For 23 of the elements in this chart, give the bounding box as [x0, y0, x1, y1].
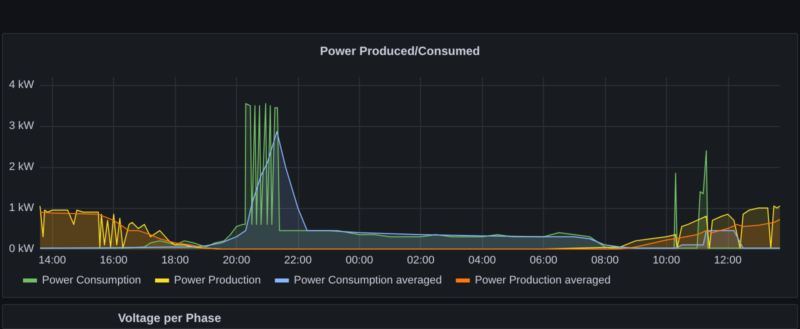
- legend-label: Power Consumption: [42, 274, 142, 286]
- x-tick-label: 18:00: [161, 254, 189, 266]
- x-tick-label: 08:00: [591, 254, 619, 266]
- x-tick-label: 14:00: [38, 254, 66, 266]
- legend-label: Power Production averaged: [474, 274, 611, 286]
- x-tick-label: 00:00: [346, 254, 374, 266]
- x-tick-label: 16:00: [100, 254, 128, 266]
- chart-title: Power Produced/Consumed: [320, 44, 480, 58]
- text: Voltage per Phase: [118, 311, 222, 325]
- x-tick-label: 02:00: [406, 254, 435, 266]
- y-tick-label: 3 kW: [8, 120, 35, 132]
- x-tick-label: 04:00: [468, 254, 496, 266]
- y-tick-label: 0 kW: [8, 243, 35, 255]
- x-tick-label: 06:00: [530, 254, 558, 266]
- x-tick-label: 20:00: [222, 254, 250, 266]
- x-tick-label: 10:00: [652, 254, 680, 266]
- x-tick-label: 22:00: [284, 254, 312, 266]
- y-tick-label: 1 kW: [8, 202, 35, 214]
- legend-label: Power Production: [174, 274, 261, 286]
- legend-label: Power Consumption averaged: [294, 274, 442, 286]
- x-tick-label: 12:00: [714, 254, 742, 266]
- y-tick-label: 4 kW: [8, 79, 35, 92]
- y-tick-label: 2 kW: [8, 161, 35, 174]
